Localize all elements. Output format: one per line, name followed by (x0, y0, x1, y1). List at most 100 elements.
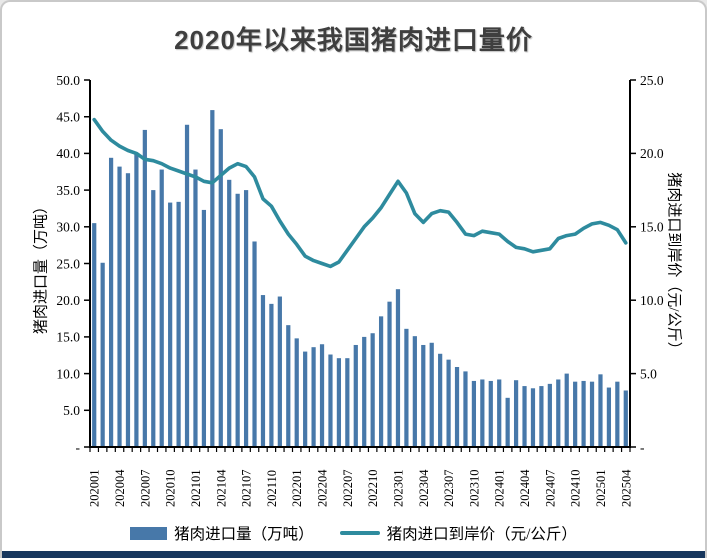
volume-bar (319, 344, 325, 447)
volume-bar (168, 202, 173, 447)
left-axis-tick-label: 45.0 (56, 110, 80, 125)
x-axis-tick-label: 202501 (594, 470, 608, 508)
right-axis-tick-label: 5.0 (640, 366, 657, 381)
volume-bar (218, 129, 223, 447)
x-axis-tick-label: 202104 (214, 469, 228, 507)
volume-bar (454, 366, 460, 447)
right-axis-tick-label: 10.0 (640, 293, 664, 308)
left-axis-title: 猪肉进口量（万吨） (33, 199, 50, 335)
volume-bar (370, 333, 375, 447)
volume-bar (615, 381, 620, 447)
volume-bar (201, 209, 207, 447)
volume-bar (108, 157, 114, 447)
right-axis-tick-label: - (640, 440, 645, 455)
volume-bar (134, 153, 139, 447)
chart-title: 2020年以来我国猪肉进口量价 (174, 25, 533, 55)
legend-item-volume: 猪肉进口量（万吨） (130, 522, 314, 544)
volume-bar (589, 381, 595, 447)
volume-bar (488, 380, 493, 447)
volume-bar (210, 110, 215, 448)
right-axis-title: 猪肉进口到岸价（元/公斤） (665, 172, 682, 357)
left-axis-tick-label: 5.0 (63, 403, 80, 418)
left-axis-tick-label: 35.0 (56, 183, 80, 198)
volume-bar (606, 387, 612, 447)
volume-bar (235, 193, 240, 447)
volume-bar (547, 383, 552, 447)
volume-bar (446, 359, 451, 447)
volume-bar (303, 351, 308, 447)
legend-item-price: 猪肉进口到岸价（元/公斤） (339, 522, 577, 544)
right-axis-tick-label: 20.0 (640, 146, 664, 161)
x-axis-tick-label: 202007 (138, 470, 152, 508)
volume-bar (573, 381, 578, 447)
volume-bar (159, 169, 164, 447)
volume-bar (522, 386, 527, 447)
right-axis-tick-label: 15.0 (640, 220, 664, 235)
left-axis-tick-label: 20.0 (56, 293, 80, 308)
volume-bar (353, 344, 358, 447)
x-axis-tick-label: 202201 (290, 470, 304, 508)
x-axis-tick-label: 202407 (543, 470, 557, 508)
volume-bar (471, 380, 477, 447)
x-axis-tick-label: 202307 (442, 470, 456, 508)
volume-bar (92, 223, 97, 447)
volume-bar (395, 289, 401, 447)
bottom-border-bar (2, 551, 705, 558)
volume-bar (142, 129, 147, 448)
volume-bar (429, 342, 434, 447)
line-series-swatch (339, 531, 380, 535)
volume-bar (421, 344, 426, 447)
x-axis-tick-label: 202204 (316, 469, 330, 507)
volume-bar (311, 347, 316, 447)
volume-bar (100, 262, 105, 447)
volume-bar (556, 379, 561, 447)
left-axis-tick-label: 30.0 (56, 220, 80, 235)
left-axis-tick-label: 40.0 (56, 146, 80, 161)
x-axis-tick-label: 202301 (391, 470, 405, 508)
volume-bar (277, 296, 282, 447)
volume-bar (227, 179, 232, 447)
volume-bar (176, 201, 181, 447)
volume-bar (362, 336, 367, 447)
legend: 猪肉进口量（万吨） 猪肉进口到岸价（元/公斤） (2, 518, 705, 548)
volume-bar (412, 336, 417, 447)
volume-bar (513, 380, 519, 447)
volume-bar (539, 386, 544, 447)
volume-bar (345, 358, 350, 447)
x-axis-tick-label: 202410 (569, 470, 583, 508)
volume-bar (184, 124, 190, 448)
volume-bar (151, 190, 156, 447)
volume-bar (117, 166, 122, 447)
x-axis-tick-label: 202004 (113, 469, 127, 507)
volume-bar (581, 380, 586, 447)
volume-bar (480, 379, 485, 447)
legend-price-label: 猪肉进口到岸价（元/公斤） (386, 526, 577, 543)
left-axis-tick-label: 10.0 (56, 366, 80, 381)
right-axis-tick-label: 25.0 (640, 73, 664, 88)
x-axis-tick-label: 202010 (164, 470, 178, 508)
x-axis-tick-label: 202101 (189, 470, 203, 508)
volume-bar (463, 371, 468, 447)
x-axis-tick-label: 202110 (265, 470, 279, 507)
volume-bar (438, 353, 443, 447)
volume-bar (286, 325, 291, 447)
volume-bar (623, 390, 628, 447)
x-axis-tick-label: 202310 (467, 470, 481, 508)
volume-bar (497, 379, 502, 447)
volume-bar (336, 358, 342, 447)
left-axis-tick-label: 50.0 (56, 73, 80, 88)
volume-bar (378, 316, 384, 447)
left-axis-tick-label: 25.0 (56, 256, 80, 271)
volume-bar (125, 173, 131, 447)
volume-bar (505, 397, 510, 447)
volume-bar (243, 190, 249, 447)
legend-volume-label: 猪肉进口量（万吨） (174, 526, 314, 543)
volume-bar (404, 328, 409, 447)
x-axis-tick-label: 202304 (417, 469, 431, 507)
price-line (92, 117, 628, 269)
x-axis-tick-label: 202207 (341, 470, 355, 508)
x-axis-tick-label: 202210 (366, 470, 380, 508)
left-axis-tick-label: - (76, 440, 81, 455)
